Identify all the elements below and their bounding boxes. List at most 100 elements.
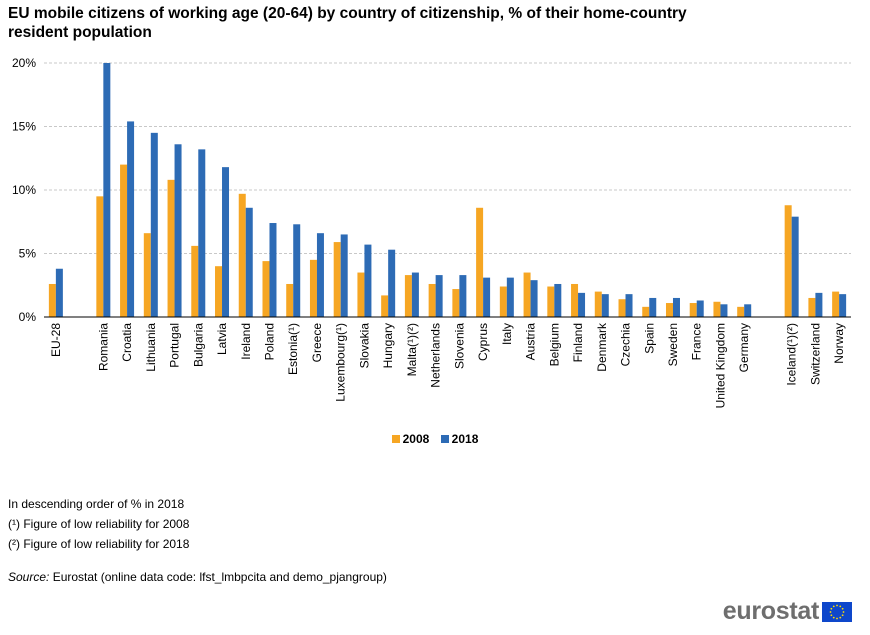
y-tick-label: 20% <box>12 56 36 70</box>
bar-2008 <box>452 289 460 317</box>
x-tick-label: Sweden <box>666 323 680 366</box>
bar-2008 <box>547 286 555 317</box>
x-tick-label: Germany <box>737 323 751 372</box>
bar-2018 <box>696 300 704 317</box>
bar-2008 <box>262 261 270 317</box>
x-tick-label: Belgium <box>547 323 561 366</box>
bar-2018 <box>127 121 135 317</box>
bar-2008 <box>286 283 294 317</box>
bar-2008 <box>215 266 223 317</box>
x-tick-label: Slovakia <box>357 323 371 369</box>
legend-swatch-2008 <box>391 435 400 443</box>
bar-2008 <box>476 207 484 317</box>
bar-2008 <box>48 283 56 317</box>
bar-2008 <box>404 275 412 317</box>
bar-2018 <box>245 207 253 317</box>
bar-2018 <box>672 297 680 317</box>
bar-2018 <box>269 223 277 317</box>
bar-2018 <box>506 277 514 317</box>
bar-2018 <box>744 304 752 317</box>
bar-2008 <box>784 205 792 317</box>
bar-2008 <box>808 297 816 317</box>
bar-2008 <box>594 291 602 317</box>
eurostat-logo: eurostat <box>723 597 852 626</box>
y-tick-label: 10% <box>12 183 36 197</box>
note-order: In descending order of % in 2018 <box>8 497 185 511</box>
note-reliability-2018: (²) Figure of low reliability for 2018 <box>8 537 190 551</box>
logo-text: eurostat <box>722 597 820 625</box>
x-tick-label: Lithuania <box>144 323 158 372</box>
bar-2018 <box>459 275 467 317</box>
bar-2018 <box>364 244 372 317</box>
note-reliability-2008: (¹) Figure of low reliability for 2008 <box>8 517 190 531</box>
y-tick-label: 0% <box>19 310 37 324</box>
x-tick-label: Croatia <box>120 323 134 362</box>
bar-2008 <box>333 242 341 317</box>
bar-2018 <box>103 63 111 317</box>
bar-2018 <box>815 292 823 317</box>
legend: 2008 2018 <box>0 432 870 446</box>
bar-2018 <box>839 294 847 317</box>
x-tick-label: Finland <box>571 323 585 362</box>
x-tick-label: Switzerland <box>808 323 822 385</box>
x-tick-label: Portugal <box>168 323 182 368</box>
x-tick-label: United Kingdom <box>713 323 727 408</box>
bar-2008 <box>143 233 151 317</box>
bar-2018 <box>720 304 728 317</box>
bar-2008 <box>357 272 365 317</box>
chart-title: EU mobile citizens of working age (20-64… <box>8 5 687 41</box>
bar-2008 <box>428 283 436 317</box>
x-tick-label: Estonia(¹) <box>286 323 300 375</box>
bar-2018 <box>530 280 538 317</box>
bar-2008 <box>523 272 531 317</box>
bar-2018 <box>625 294 633 317</box>
bar-2008 <box>642 306 650 317</box>
legend-label-2008: 2008 <box>402 432 430 446</box>
bar-2018 <box>222 167 230 317</box>
y-tick-label: 5% <box>19 247 37 261</box>
bar-2008 <box>832 291 840 317</box>
bar-2008 <box>96 196 104 317</box>
x-tick-label: Slovenia <box>452 323 466 369</box>
x-tick-label: Latvia <box>215 323 229 355</box>
bar-2018 <box>340 234 348 317</box>
x-tick-label: EU-28 <box>49 323 63 357</box>
y-tick-label: 15% <box>12 120 36 134</box>
x-tick-label: Greece <box>310 323 324 363</box>
x-tick-label: Spain <box>642 323 656 354</box>
bar-2008 <box>309 259 317 317</box>
bar-2018 <box>554 283 562 317</box>
x-tick-label: Iceland(¹)(²) <box>785 323 799 386</box>
source-note: Source: Eurostat (online data code: lfst… <box>8 570 387 584</box>
x-tick-label: Italy <box>500 323 514 345</box>
source-text: Eurostat (online data code: lfst_lmbpcit… <box>52 570 387 584</box>
eu-flag-icon <box>822 601 852 622</box>
bar-2018 <box>791 216 799 317</box>
x-tick-label: Poland <box>262 323 276 360</box>
bar-2008 <box>238 193 246 317</box>
bar-2008 <box>120 164 128 317</box>
bar-2008 <box>618 299 626 317</box>
bar-2008 <box>713 301 721 317</box>
legend-label-2018: 2018 <box>451 432 479 446</box>
source-label: Source: <box>8 570 50 584</box>
bar-2018 <box>293 224 301 317</box>
x-tick-label: Norway <box>832 323 846 364</box>
x-tick-label: Ireland <box>239 323 253 360</box>
x-tick-label: Cyprus <box>476 323 490 361</box>
bar-2008 <box>665 303 673 317</box>
x-tick-label: France <box>690 323 704 361</box>
bar-2018 <box>174 144 182 317</box>
x-tick-label: Romania <box>96 323 110 371</box>
bar-2018 <box>198 149 206 317</box>
x-tick-label: Hungary <box>381 323 395 368</box>
bar-chart: 0% 5% 10% 15% 20% EU-28 Romania Croatia Lithuani… <box>12 56 851 408</box>
bar-2008 <box>191 245 199 317</box>
bar-2018 <box>411 272 419 317</box>
bar-2018 <box>388 249 396 317</box>
bar-2018 <box>150 132 158 317</box>
bar-2018 <box>483 277 491 317</box>
bar-2008 <box>499 286 507 317</box>
bar-2018 <box>601 294 609 317</box>
bar-2008 <box>737 306 745 317</box>
